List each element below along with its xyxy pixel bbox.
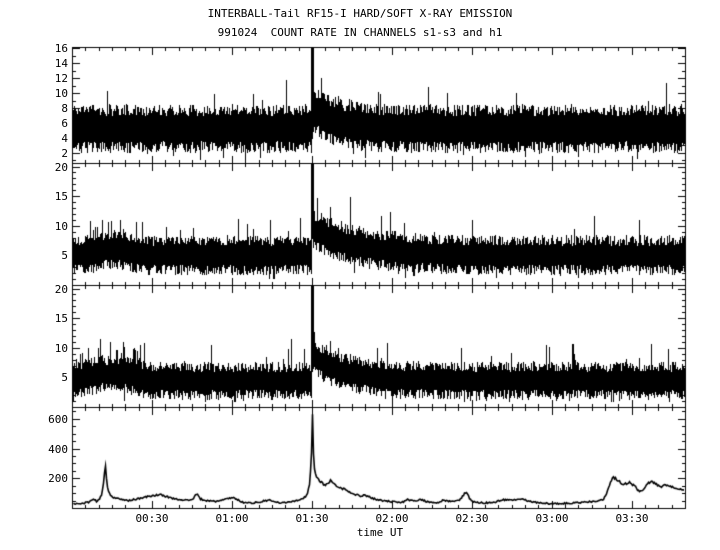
y-tick-label-s1: 16: [54, 42, 68, 55]
y-tick-label-s2: 5: [61, 249, 68, 262]
y-tick-label-s2: 10: [54, 220, 68, 233]
y-tick-label-h1: 600: [48, 413, 68, 426]
y-tick-label-h1: 400: [48, 443, 68, 456]
y-tick-label-s3: 5: [61, 371, 68, 384]
y-tick-label-s1: 10: [54, 87, 68, 100]
chart-subtitle: 991024 COUNT RATE IN CHANNELS s1-s3 and …: [217, 26, 503, 39]
y-tick-label-s1: 2: [61, 147, 68, 160]
y-tick-label-s2: 20: [54, 161, 68, 174]
x-tick-label: 03:00: [535, 512, 569, 525]
y-tick-label-s1: 6: [61, 117, 68, 130]
y-tick-label-s1: 12: [54, 72, 68, 85]
x-tick-label: 01:30: [295, 512, 329, 525]
chart-title: INTERBALL-Tail RF15-I HARD/SOFT X-RAY EM…: [207, 7, 513, 20]
y-tick-label-s3: 15: [54, 312, 68, 325]
y-tick-label-s3: 20: [54, 283, 68, 296]
y-tick-label-s3: 10: [54, 342, 68, 355]
x-axis-label: time UT: [356, 526, 404, 539]
y-tick-label-h1: 200: [48, 472, 68, 485]
y-tick-label-s2: 15: [54, 190, 68, 203]
y-tick-label-s1: 8: [61, 102, 68, 115]
x-tick-label: 02:30: [455, 512, 489, 525]
x-tick-label: 01:00: [215, 512, 249, 525]
x-tick-label: 02:00: [375, 512, 409, 525]
x-tick-label: 03:30: [615, 512, 649, 525]
x-tick-label: 00:30: [135, 512, 169, 525]
y-tick-label-s1: 4: [61, 132, 68, 145]
y-tick-label-s1: 14: [54, 57, 68, 70]
